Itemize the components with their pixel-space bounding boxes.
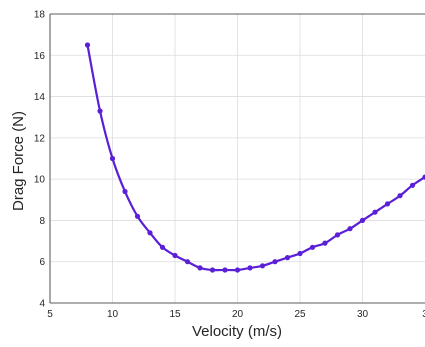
- data-point: [209, 267, 216, 273]
- data-point: [134, 213, 141, 219]
- data-point: [184, 259, 191, 265]
- data-point: [272, 259, 278, 265]
- data-point: [397, 193, 403, 199]
- y-tick-label: 10: [34, 175, 46, 186]
- axes: [49, 13, 425, 304]
- data-point: [222, 267, 228, 273]
- grid: [50, 14, 425, 303]
- data-point: [84, 42, 91, 48]
- y-tick-label: 18: [34, 10, 46, 21]
- y-axis-label: Drag Force (N): [10, 111, 27, 211]
- data-point: [309, 244, 316, 250]
- plot-area: [84, 42, 425, 273]
- x-tick-label: 3: [422, 309, 425, 320]
- data-point: [409, 182, 416, 188]
- x-tick-label: 30: [357, 309, 369, 320]
- x-tick-label: 15: [169, 309, 181, 320]
- data-point: [347, 226, 353, 232]
- y-tick-label: 14: [34, 92, 46, 103]
- data-point: [247, 265, 253, 271]
- y-tick-label: 4: [39, 299, 45, 310]
- data-point: [322, 240, 328, 246]
- x-tick-label: 10: [107, 309, 119, 320]
- y-tick-label: 12: [34, 133, 46, 144]
- data-point: [147, 230, 153, 236]
- data-point: [384, 201, 391, 207]
- y-tick-label: 6: [39, 257, 45, 268]
- data-point: [284, 255, 291, 261]
- data-point: [334, 232, 341, 238]
- data-point: [422, 174, 425, 180]
- x-axis-label: Velocity (m/s): [192, 323, 282, 340]
- x-tick-label: 20: [232, 309, 244, 320]
- data-point: [359, 217, 366, 223]
- data-point: [97, 108, 103, 114]
- y-tick-label: 8: [39, 216, 45, 227]
- series-line: [86, 44, 425, 272]
- data-point: [234, 267, 241, 273]
- x-tick-label: 5: [47, 309, 53, 320]
- data-point: [297, 250, 303, 257]
- data-point: [159, 244, 166, 250]
- data-point: [122, 188, 128, 195]
- data-point: [172, 252, 178, 259]
- data-point: [109, 155, 116, 162]
- tick-labels: 5 10 15 20 25 30 3 4 6 8 10 12 14 16 18: [34, 10, 425, 321]
- x-tick-label: 25: [294, 309, 306, 320]
- y-tick-label: 16: [34, 51, 46, 62]
- data-point: [372, 209, 378, 215]
- data-point: [259, 263, 266, 269]
- data-point: [197, 265, 203, 271]
